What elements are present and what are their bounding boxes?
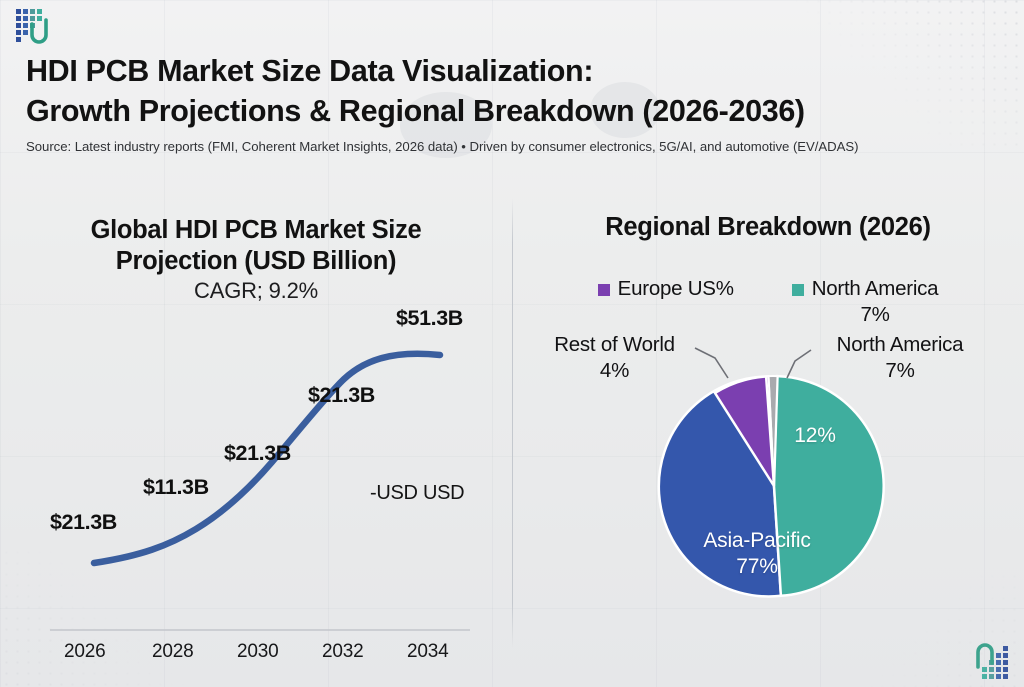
market-growth-line [90, 350, 444, 567]
line-chart-plot: $21.3B $11.3B $21.3B $21.3B $51.3B -USD … [0, 198, 512, 668]
data-label-2026: $21.3B [50, 510, 117, 534]
pie-callout-north-america: North America 7% [836, 333, 964, 382]
pie-legend: Europe US% North America 7% [512, 276, 1024, 328]
cagr-label: CAGR; 9.2% [194, 278, 318, 304]
x-tick-2026: 2026 [64, 641, 106, 662]
data-label-2028: $11.3B [143, 475, 209, 499]
leader-line-rest-of-world [694, 347, 729, 379]
pie-chart-panel: Regional Breakdown (2026) Europe US% Nor… [512, 198, 1024, 668]
x-tick-2034: 2034 [407, 641, 449, 662]
line-chart-panel: Global HDI PCB Market Size Projection (U… [0, 198, 512, 668]
line-chart-svg [50, 350, 470, 631]
legend-item-europe[interactable]: Europe US% [597, 276, 734, 328]
data-label-2034: $51.3B [396, 306, 463, 330]
x-tick-2030: 2030 [237, 641, 279, 662]
legend-item-north-america[interactable]: North America 7% [791, 276, 939, 328]
pie-slice-label-asia-pacific: Asia-Pacific 77% [703, 529, 811, 578]
legend-label-north-america: North America 7% [811, 277, 939, 326]
panel-divider [512, 198, 513, 648]
pie-chart-svg [657, 347, 885, 598]
page-title: HDI PCB Market Size Data Visualization: … [26, 54, 805, 128]
x-tick-2028: 2028 [152, 641, 194, 662]
data-label-2032: $21.3B [308, 383, 375, 407]
pie-slices [657, 374, 885, 598]
header: HDI PCB Market Size Data Visualization: … [26, 52, 1012, 154]
legend-swatch-north-america-icon [791, 284, 804, 296]
data-label-2030: $21.3B [224, 441, 291, 465]
legend-label-europe: Europe US% [617, 277, 734, 300]
pie-slice-north-america[interactable] [772, 374, 885, 598]
x-tick-2032: 2032 [322, 641, 364, 662]
pie-chart-title: Regional Breakdown (2026) [605, 213, 931, 241]
page-subtitle: Source: Latest industry reports (FMI, Co… [26, 139, 859, 155]
unit-annotation: -USD USD [370, 482, 465, 504]
pie-slice-europe[interactable] [713, 375, 776, 487]
legend-swatch-europe-icon [597, 284, 610, 296]
leader-line-north-america [786, 349, 812, 379]
pie-callout-rest-of-world: Rest of World 4% [554, 333, 675, 382]
pie-slice-label-north-america: 12% [794, 424, 836, 447]
line-chart-title: Global HDI PCB Market Size Projection (U… [90, 216, 422, 275]
